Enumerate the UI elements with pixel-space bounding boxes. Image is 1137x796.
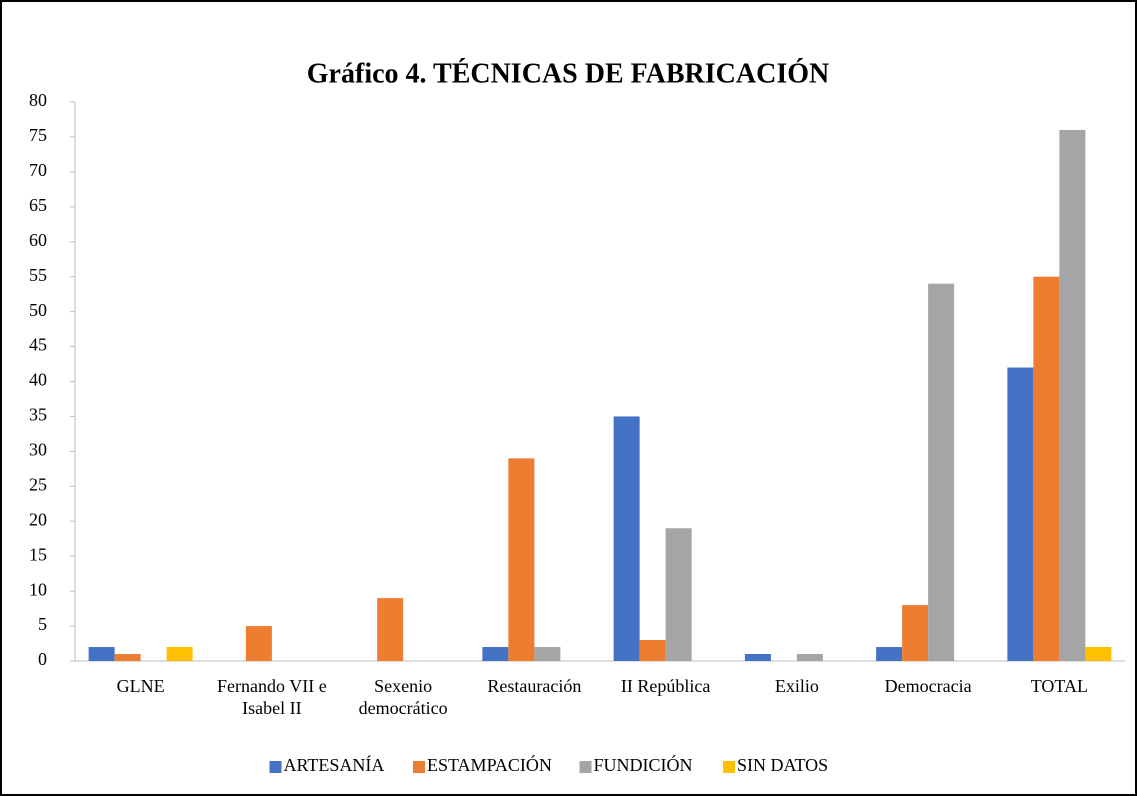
- y-tick-label: 65: [29, 195, 47, 215]
- bar: [928, 283, 955, 661]
- bar: [902, 605, 929, 661]
- bar: [534, 647, 561, 661]
- bar: [1033, 276, 1060, 661]
- y-tick-label: 35: [29, 405, 47, 425]
- y-tick-label: 15: [29, 544, 47, 564]
- bar: [1059, 129, 1086, 661]
- y-tick-label: 40: [29, 370, 47, 390]
- y-tick-label: 75: [29, 125, 47, 145]
- y-tick-label: 20: [29, 509, 47, 529]
- y-tick-label: 30: [29, 440, 47, 460]
- bar: [482, 647, 509, 661]
- y-tick-label: 70: [29, 160, 47, 180]
- y-tick-label: 0: [38, 649, 47, 669]
- y-tick-label: 60: [29, 230, 47, 250]
- bar: [665, 528, 692, 661]
- legend-swatch: [413, 761, 425, 773]
- bar: [1085, 647, 1112, 661]
- bar: [876, 647, 903, 661]
- y-tick-label: 10: [29, 579, 47, 599]
- x-tick-label: TOTAL: [1030, 676, 1088, 696]
- bar: [613, 416, 640, 661]
- x-tick-label: Exilio: [774, 676, 819, 696]
- bar: [1007, 367, 1034, 661]
- y-tick-label: 5: [38, 614, 47, 634]
- bar: [796, 654, 823, 661]
- bar: [377, 598, 404, 661]
- y-tick-label: 50: [29, 300, 47, 320]
- y-tick-label: 80: [29, 90, 47, 110]
- x-tick-label: Sexenio democrático: [358, 676, 448, 718]
- x-tick-label: Restauración: [487, 676, 582, 696]
- legend-label: ESTAMPACIÓN: [427, 754, 552, 775]
- bar: [88, 647, 115, 661]
- legend-label: FUNDICIÓN: [594, 754, 693, 775]
- legend-swatch: [269, 761, 282, 773]
- legend-label: SIN DATOS: [737, 755, 828, 775]
- legend-swatch: [723, 761, 735, 773]
- bar: [245, 626, 272, 661]
- x-tick-label: Democracia: [884, 676, 972, 696]
- x-tick-label: Fernando VII e Isabel II: [217, 676, 327, 718]
- x-tick-label: II República: [620, 676, 711, 696]
- y-tick-label: 55: [29, 265, 47, 285]
- bar: [639, 640, 666, 661]
- chart-title: Gráfico 4. TÉCNICAS DE FABRICACIÓN: [307, 58, 829, 89]
- y-tick-label: 45: [29, 335, 47, 355]
- bar: [166, 647, 193, 661]
- bar: [508, 458, 535, 661]
- legend-label: ARTESANÍA: [284, 754, 385, 775]
- legend-swatch: [579, 761, 592, 773]
- x-tick-label: GLNE: [116, 676, 165, 696]
- bar: [114, 654, 141, 661]
- y-tick-label: 25: [29, 474, 47, 494]
- bar: [744, 654, 771, 661]
